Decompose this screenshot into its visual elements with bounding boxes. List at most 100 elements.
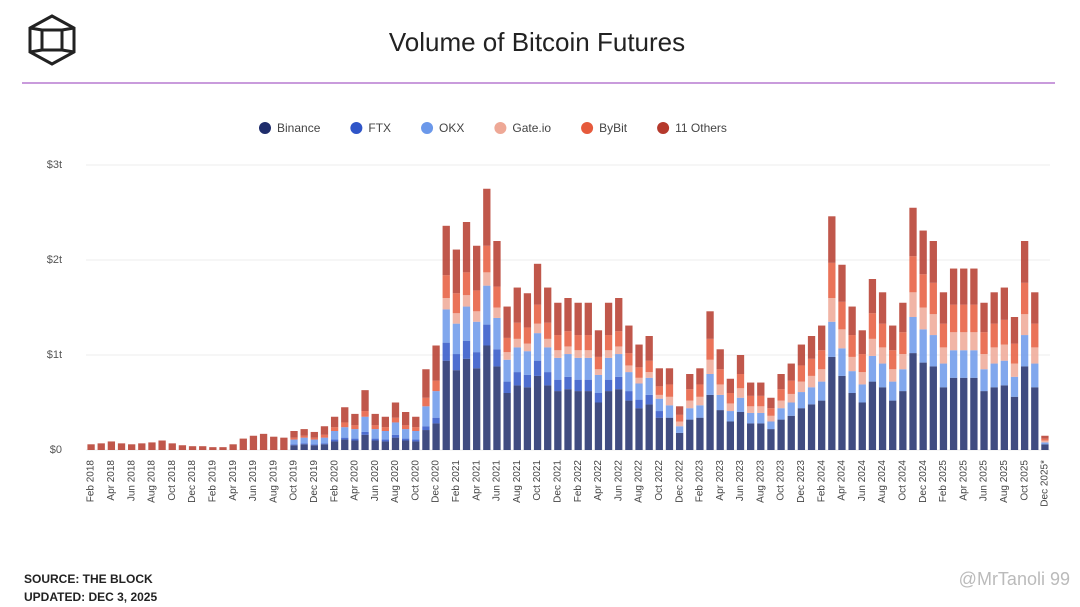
bar-segment <box>625 353 633 366</box>
bar-segment <box>990 292 998 324</box>
bar-segment <box>706 374 714 395</box>
bar-segment <box>665 417 674 450</box>
bar-segment <box>818 350 826 370</box>
x-tick-label: Oct 2018 <box>167 460 178 501</box>
bar-segment <box>878 347 887 364</box>
bar-segment <box>554 302 562 336</box>
bar-segment <box>483 345 491 450</box>
bar-segment <box>838 301 846 330</box>
bar-segment <box>625 325 633 354</box>
bar-segment <box>645 404 653 450</box>
bar-segment <box>635 408 643 450</box>
bar-segment <box>777 400 785 409</box>
bar-segment <box>371 425 379 430</box>
bar-segment <box>675 432 684 450</box>
bar-segment <box>838 329 846 349</box>
bar-segment <box>767 429 775 450</box>
x-tick-label: Feb 2020 <box>329 460 340 503</box>
bar-segment <box>422 406 430 427</box>
x-tick-label: Oct 2024 <box>898 460 909 501</box>
bar-segment <box>909 317 917 354</box>
bar-segment <box>584 357 592 380</box>
bar-segment <box>483 285 491 325</box>
bar-segment <box>665 396 674 406</box>
bar-segment <box>858 384 866 403</box>
bar-segment <box>949 377 958 450</box>
bar-segment <box>960 268 968 305</box>
bar-segment <box>767 415 775 422</box>
bar-segment <box>919 362 927 450</box>
bar-segment <box>584 335 592 351</box>
bar-segment <box>696 417 704 450</box>
bar-segment <box>523 327 532 344</box>
bar-segment <box>746 395 755 407</box>
bar-segment <box>371 413 379 426</box>
bar-segment <box>635 377 643 384</box>
bar-segment <box>544 347 552 373</box>
legend-swatch <box>421 122 434 134</box>
legend-label: ByBit <box>599 121 628 135</box>
bar-segment <box>503 352 511 360</box>
x-tick-label: Dec 2022 <box>674 460 685 503</box>
bar-segment <box>746 423 755 450</box>
bar-segment <box>828 262 836 298</box>
bar-segment <box>980 354 988 370</box>
bar-segment <box>868 381 877 450</box>
bar-segment <box>980 302 988 333</box>
bar-segment <box>960 377 968 450</box>
bar-segment <box>736 355 745 374</box>
bar-segment <box>828 356 836 450</box>
bar-segment <box>473 311 481 322</box>
x-tick-label: Dec 2024 <box>918 460 929 503</box>
chart-title: Volume of Bitcoin Futures <box>389 27 685 57</box>
x-tick-label: Jun 2019 <box>248 460 259 502</box>
bar-segment <box>391 434 400 438</box>
bar-segment <box>655 417 663 450</box>
bar-segment <box>341 407 349 423</box>
bar-segment <box>818 325 826 351</box>
bar-segment <box>412 439 420 442</box>
bar-segment <box>1020 241 1029 283</box>
bar-segment <box>1041 440 1049 443</box>
bar-segment <box>675 426 684 433</box>
legend-swatch <box>581 122 594 134</box>
bar-segment <box>300 429 308 436</box>
bar-segment <box>290 437 298 440</box>
x-tick-label: Dec 2019 <box>309 460 320 503</box>
bar-segment <box>503 359 511 382</box>
bar-segment <box>493 317 501 350</box>
bar-segment <box>706 311 714 339</box>
bar-segment <box>889 350 897 370</box>
bar-segment <box>1000 287 1008 320</box>
bar-segment <box>716 394 724 411</box>
bar-segment <box>97 443 105 450</box>
bar-segment <box>473 321 481 353</box>
bar-segment <box>838 264 846 302</box>
bar-segment <box>544 338 552 348</box>
x-tick-label: Aug 2023 <box>755 460 766 503</box>
bar-segment <box>858 372 866 385</box>
bar-segment <box>1020 282 1029 315</box>
bar-segment <box>533 263 542 305</box>
bar-segment <box>838 348 846 376</box>
bar-segment <box>868 313 877 339</box>
bar-segment <box>696 396 704 406</box>
bar-segment <box>736 388 745 398</box>
bar-segment <box>797 408 806 450</box>
bar-segment <box>259 433 268 450</box>
bar-segment <box>939 292 948 324</box>
bar-segment <box>828 216 836 263</box>
bar-segment <box>919 274 927 308</box>
bar-segment <box>178 445 187 450</box>
bar-segment <box>615 298 623 332</box>
bar-segment <box>757 423 765 450</box>
bar-segment <box>270 436 278 450</box>
x-tick-label: Jun 2024 <box>857 460 868 502</box>
bar-segment <box>818 369 826 382</box>
x-tick-label: Oct 2020 <box>410 460 421 501</box>
bar-segment <box>310 445 318 450</box>
x-tick-label: Jun 2025 <box>979 460 990 502</box>
bar-segment <box>412 416 420 428</box>
bar-segment <box>320 444 329 450</box>
x-tick-label: Oct 2021 <box>532 460 543 501</box>
